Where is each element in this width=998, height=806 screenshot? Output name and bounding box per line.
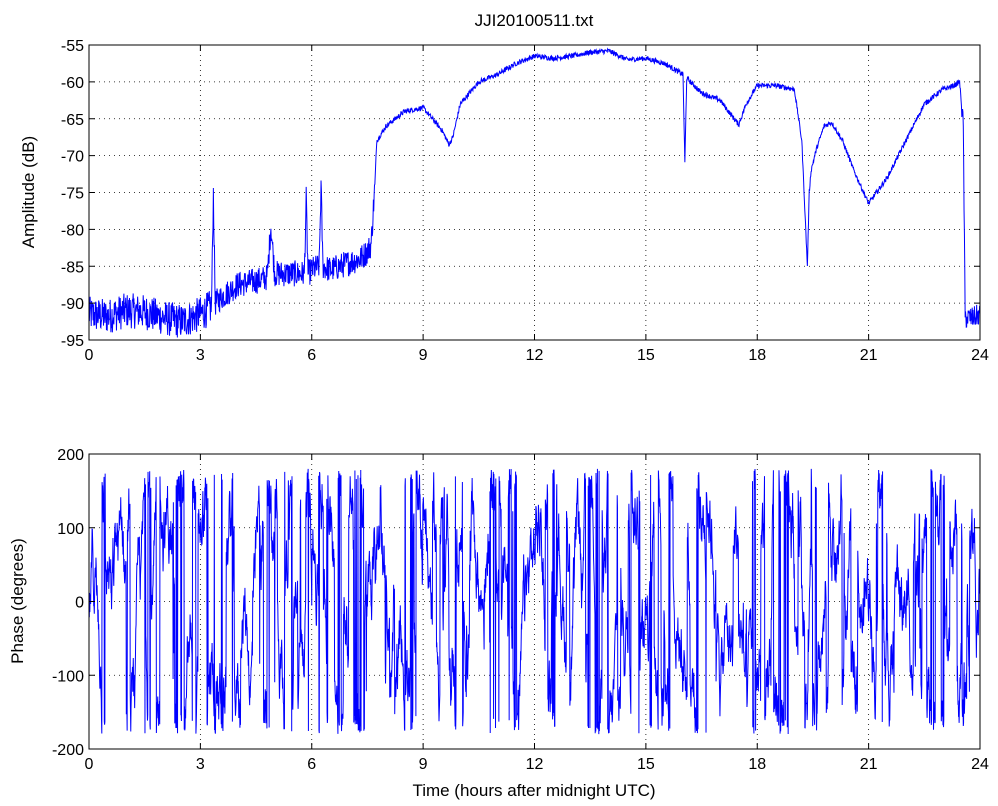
amplitude-y-tick-label: -75 — [61, 186, 84, 203]
amplitude-x-tick-label: 18 — [748, 347, 766, 364]
amplitude-line — [89, 47, 980, 338]
phase-series — [89, 468, 980, 735]
phase-y-tick-label: 200 — [57, 447, 84, 464]
phase-x-tick-label: 6 — [307, 756, 316, 773]
amplitude-grid — [89, 45, 980, 340]
amplitude-x-tick-label: 12 — [526, 347, 544, 364]
phase-x-tick-label: 18 — [748, 756, 766, 773]
phase-y-tick-label: -100 — [52, 668, 84, 685]
amplitude-y-axis-label: Amplitude (dB) — [19, 136, 38, 248]
amplitude-y-tick-label: -80 — [61, 222, 84, 239]
amplitude-series — [89, 47, 980, 338]
amplitude-x-tick-label: 24 — [971, 347, 989, 364]
phase-x-tick-label: 0 — [85, 756, 94, 773]
amplitude-x-tick-label: 15 — [637, 347, 655, 364]
amplitude-y-tick-label: -55 — [61, 38, 84, 55]
phase-x-tick-label: 24 — [971, 756, 989, 773]
phase-line — [89, 468, 980, 735]
phase-y-axis-label: Phase (degrees) — [8, 538, 27, 664]
amplitude-x-tick-label: 3 — [196, 347, 205, 364]
amplitude-panel: 0 3 6 9 12 15 18 21 24 -95 -90 -85 -80 -75 -70 -65 -60 -5… — [19, 38, 989, 364]
phase-panel: 0 3 6 9 12 15 18 21 24 -200 -100 0 100 200 Phase (deg… — [8, 447, 989, 773]
amplitude-y-tick-label: -70 — [61, 149, 84, 166]
phase-y-tick-label: -200 — [52, 742, 84, 759]
phase-y-tick-label: 0 — [75, 595, 84, 612]
phase-x-tick-label: 15 — [637, 756, 655, 773]
phase-x-tick-label: 12 — [526, 756, 544, 773]
phase-ticks: 0 3 6 9 12 15 18 21 24 -200 -100 0 100 200 — [52, 447, 989, 773]
amplitude-x-tick-label: 9 — [419, 347, 428, 364]
amplitude-x-tick-label: 21 — [860, 347, 878, 364]
phase-y-tick-label: 100 — [57, 521, 84, 538]
amplitude-x-tick-label: 0 — [85, 347, 94, 364]
amplitude-y-tick-label: -90 — [61, 296, 84, 313]
chart-title: JJI20100511.txt — [475, 11, 594, 30]
phase-x-tick-label: 3 — [196, 756, 205, 773]
amplitude-y-tick-label: -85 — [61, 259, 84, 276]
amplitude-y-tick-label: -60 — [61, 75, 84, 92]
x-axis-label: Time (hours after midnight UTC) — [412, 781, 655, 800]
phase-x-tick-label: 21 — [860, 756, 878, 773]
phase-x-tick-label: 9 — [419, 756, 428, 773]
amplitude-ticks: 0 3 6 9 12 15 18 21 24 -95 -90 -85 -80 -75 -70 -65 -60 -5… — [61, 38, 989, 364]
amplitude-y-tick-label: -65 — [61, 112, 84, 129]
amplitude-x-tick-label: 6 — [307, 347, 316, 364]
amplitude-y-tick-label: -95 — [61, 333, 84, 350]
phase-grid — [89, 454, 980, 749]
